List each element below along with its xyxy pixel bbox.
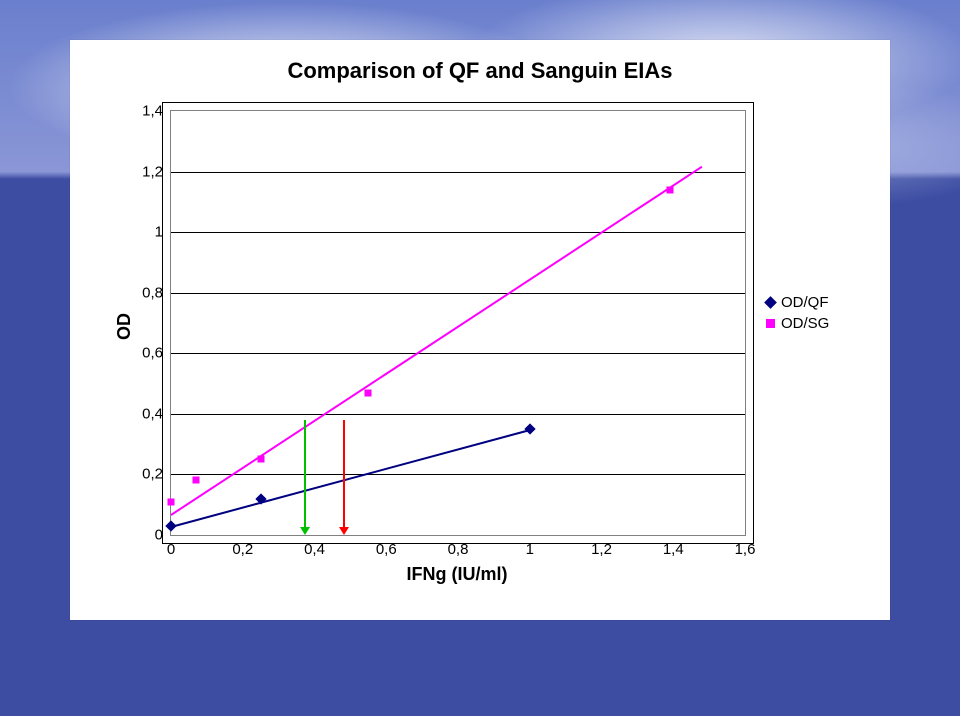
legend-marker-icon xyxy=(764,296,777,309)
x-tick-label: 1 xyxy=(526,535,534,558)
gridline-y xyxy=(171,172,745,173)
y-tick-label: 0,8 xyxy=(142,284,171,301)
series-marker-OD/SG xyxy=(365,389,372,396)
chart-title: Comparison of QF and Sanguin EIAs xyxy=(70,58,890,84)
gridline-y xyxy=(171,353,745,354)
gridline-y xyxy=(171,232,745,233)
gridline-y xyxy=(171,474,745,475)
legend-label: OD/QF xyxy=(781,294,829,311)
y-tick-label: 1,2 xyxy=(142,163,171,180)
series-marker-OD/SG xyxy=(666,186,673,193)
y-tick-label: 1,4 xyxy=(142,103,171,120)
y-axis-label: OD xyxy=(114,313,135,340)
x-tick-label: 1,6 xyxy=(735,535,756,558)
y-tick-label: 0,4 xyxy=(142,405,171,422)
x-tick-label: 1,4 xyxy=(663,535,684,558)
legend: OD/QF OD/SG xyxy=(766,290,829,336)
x-tick-label: 0,8 xyxy=(448,535,469,558)
x-tick-label: 0,2 xyxy=(232,535,253,558)
x-tick-label: 0 xyxy=(167,535,175,558)
series-marker-OD/SG xyxy=(193,477,200,484)
plot-area: 00,20,40,60,811,21,400,20,40,60,811,21,4… xyxy=(170,110,746,536)
series-marker-OD/QF xyxy=(524,423,535,434)
legend-label: OD/SG xyxy=(781,315,829,332)
reference-arrow-icon xyxy=(300,527,310,535)
legend-item: OD/SG xyxy=(766,315,829,332)
gridline-y xyxy=(171,414,745,415)
gridline-y xyxy=(171,293,745,294)
series-marker-OD/SG xyxy=(168,498,175,505)
x-axis-label: IFNg (IU/ml) xyxy=(170,564,744,585)
series-line-OD/SG xyxy=(170,166,702,516)
x-tick-label: 0,6 xyxy=(376,535,397,558)
chart-panel: Comparison of QF and Sanguin EIAs 00,20,… xyxy=(70,40,890,620)
legend-item: OD/QF xyxy=(766,294,829,311)
y-tick-label: 0,2 xyxy=(142,466,171,483)
reference-line xyxy=(304,420,306,529)
x-tick-label: 0,4 xyxy=(304,535,325,558)
x-tick-label: 1,2 xyxy=(591,535,612,558)
reference-line xyxy=(343,420,345,529)
series-marker-OD/SG xyxy=(257,456,264,463)
y-tick-label: 0,6 xyxy=(142,345,171,362)
y-tick-label: 1 xyxy=(155,224,171,241)
reference-arrow-icon xyxy=(339,527,349,535)
legend-marker-icon xyxy=(766,319,775,328)
